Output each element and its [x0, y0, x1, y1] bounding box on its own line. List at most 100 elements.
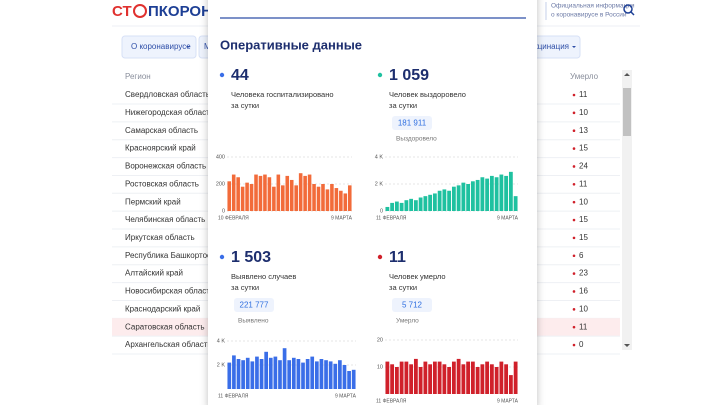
card-value: 11 — [389, 249, 406, 266]
bar — [298, 173, 303, 211]
total-value: 221 777 — [240, 301, 269, 310]
bar — [285, 175, 290, 211]
caret — [572, 46, 576, 48]
caret — [186, 46, 190, 48]
bar — [281, 185, 285, 211]
region-name: Новосибирская область — [125, 287, 214, 296]
x-label: 9 МАРТА — [331, 215, 353, 221]
bar — [316, 186, 321, 211]
x-label: 9 МАРТА — [497, 215, 519, 221]
tagline: Официальная информация — [551, 3, 635, 10]
bar — [423, 196, 428, 211]
deaths-value: 0 — [579, 340, 584, 349]
y-tick-label: 10 — [377, 364, 383, 370]
bar — [409, 198, 414, 211]
deaths-value: 6 — [579, 251, 584, 260]
bar — [305, 359, 310, 389]
bar — [240, 186, 245, 211]
bar — [301, 362, 305, 389]
deaths-value: 11 — [579, 322, 588, 331]
bar — [475, 179, 480, 211]
bar — [418, 197, 423, 211]
bar — [268, 357, 273, 389]
bar — [432, 361, 437, 394]
card-caption: за сутки — [231, 283, 259, 292]
bar — [250, 361, 255, 389]
bar — [423, 361, 428, 394]
scrollbar-thumb[interactable] — [623, 88, 631, 136]
bar — [466, 184, 471, 211]
bar — [310, 356, 315, 389]
bar — [485, 361, 490, 394]
column-header: Умерло — [570, 72, 599, 81]
deaths-value: 10 — [579, 304, 588, 313]
bar — [307, 174, 312, 211]
dot — [572, 325, 576, 329]
total-badge — [392, 116, 432, 130]
dot — [572, 290, 576, 293]
deaths-value: 24 — [579, 162, 588, 171]
y-tick-label: 4 K — [375, 154, 384, 160]
bar — [245, 182, 249, 211]
bar — [456, 358, 461, 394]
region-name: Ростовская область — [125, 179, 199, 188]
bar — [442, 189, 447, 211]
bar — [319, 359, 324, 389]
modal-content: Оперативные данные 44 Человека госпитализ… — [216, 17, 526, 404]
region-name: Челябинская область — [125, 215, 205, 224]
nav-button[interactable] — [121, 35, 197, 59]
bar — [330, 184, 334, 211]
card-value: 44 — [231, 67, 249, 84]
bar — [263, 174, 267, 211]
bar — [461, 182, 466, 211]
bar — [272, 186, 276, 211]
bar — [499, 361, 504, 394]
accent-dot — [219, 72, 225, 78]
bar — [447, 367, 452, 394]
bar — [418, 367, 423, 394]
bar — [328, 361, 333, 389]
dot — [572, 254, 576, 258]
region-name: Алтайский край — [125, 269, 183, 278]
total-label: Выявлено — [238, 318, 269, 325]
logo-icon — [133, 4, 147, 18]
bar — [437, 361, 442, 394]
deaths-value: 10 — [579, 108, 588, 117]
bar — [442, 364, 447, 394]
region-name: Пермский край — [125, 197, 181, 206]
bar — [347, 371, 351, 389]
bar — [343, 193, 348, 211]
bar — [504, 364, 509, 394]
bar — [236, 359, 241, 389]
region-name: Архангельская область — [125, 340, 212, 349]
bar — [241, 360, 245, 389]
bar — [289, 179, 294, 211]
deaths-value: 13 — [579, 126, 588, 135]
bar — [394, 201, 399, 211]
deaths-value: 15 — [579, 215, 588, 224]
bar — [451, 186, 456, 211]
search-icon[interactable] — [623, 4, 635, 16]
bar — [351, 369, 356, 389]
bar — [404, 361, 409, 394]
bar — [394, 367, 399, 394]
bar — [227, 181, 232, 211]
dot — [572, 147, 576, 150]
bar — [399, 361, 404, 394]
card-value: 1 503 — [231, 249, 271, 266]
bar — [314, 361, 319, 389]
dot — [572, 236, 576, 240]
bar — [287, 360, 292, 389]
bar — [342, 365, 347, 389]
bar — [404, 200, 409, 211]
dot — [572, 183, 576, 186]
bar — [273, 356, 278, 389]
bar — [325, 189, 330, 211]
nav-label: О коронавирусе — [131, 42, 191, 51]
bar — [278, 360, 282, 389]
total-value: 181 911 — [398, 119, 427, 128]
x-label: 10 ФЕВРАЛЯ — [218, 215, 249, 221]
bar — [339, 190, 343, 211]
deaths-value: 15 — [579, 144, 588, 153]
bar — [466, 361, 471, 394]
